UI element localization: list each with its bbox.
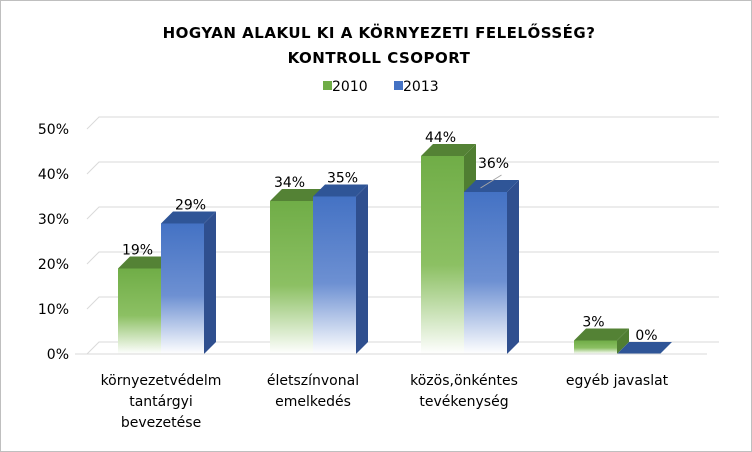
data-label-2010-2: 44% xyxy=(425,130,456,146)
category-label-0: környezetvédelm tantárgyi bevezetése xyxy=(101,373,222,431)
data-label-2013-2: 36% xyxy=(478,156,509,172)
legend: 2010 2013 xyxy=(323,79,439,95)
bar-2013-0 xyxy=(161,211,216,354)
bar-front xyxy=(464,192,507,354)
bar-front xyxy=(270,201,313,354)
x-axis: környezetvédelm tantárgyi bevezetése életsz… xyxy=(75,353,707,431)
legend-label-2013: 2013 xyxy=(403,79,439,95)
y-tick-label: 50% xyxy=(38,122,69,138)
bar-top xyxy=(617,342,672,354)
bar-side xyxy=(507,180,519,354)
bars xyxy=(118,144,672,354)
bar-side xyxy=(356,184,368,354)
legend-label-2010: 2010 xyxy=(332,79,368,95)
data-label-2013-0: 29% xyxy=(175,198,206,214)
data-label-2013-1: 35% xyxy=(327,171,358,187)
bar-2013-1 xyxy=(313,184,368,354)
y-tick-label: 0% xyxy=(47,347,69,363)
y-tick-label: 40% xyxy=(38,167,69,183)
bar-side xyxy=(204,211,216,354)
bar-front xyxy=(118,268,161,354)
data-label-2010-1: 34% xyxy=(274,175,305,191)
bar-2010-3 xyxy=(574,328,629,354)
bar-front xyxy=(161,223,204,354)
category-label-3: egyéb javaslat xyxy=(566,373,669,389)
bar-2013-2 xyxy=(464,180,519,354)
bar-2013-3 xyxy=(617,342,672,354)
category-label-2: közös,önkéntes tevékenység xyxy=(410,373,518,410)
leader-line xyxy=(480,174,502,189)
category-label-1: életszínvonal emelkedés xyxy=(267,373,359,410)
bar-top xyxy=(574,328,629,341)
legend-swatch-2013 xyxy=(394,81,403,90)
data-label-2010-0: 19% xyxy=(122,243,153,259)
bar-front xyxy=(421,156,464,354)
data-labels: 19% 29% 34% 35% 44% 36% 3% 0% xyxy=(122,130,658,344)
bar-top xyxy=(161,211,216,224)
gridline xyxy=(86,161,719,175)
data-label-2010-3: 3% xyxy=(582,315,604,331)
bar-top xyxy=(464,180,519,192)
y-tick-label: 10% xyxy=(38,302,69,318)
y-tick-label: 20% xyxy=(38,257,69,273)
chart-title-line-2: KONTROLL CSOPORT xyxy=(288,49,471,67)
y-tick-label: 30% xyxy=(38,212,69,228)
chart-title-line-1: HOGYAN ALAKUL KI A KÖRNYEZETI FELELŐSSÉG… xyxy=(163,22,596,42)
bar-top xyxy=(118,256,173,269)
bar-top xyxy=(313,184,368,197)
data-label-2013-3: 0% xyxy=(635,328,657,344)
bar-front xyxy=(574,340,617,354)
chart-title: HOGYAN ALAKUL KI A KÖRNYEZETI FELELŐSSÉG… xyxy=(163,22,596,67)
bar-top xyxy=(270,189,325,201)
gridline xyxy=(86,116,719,130)
bar-side xyxy=(617,328,629,354)
bar-top xyxy=(421,144,476,156)
legend-swatch-2010 xyxy=(323,81,332,90)
y-axis: 0% 10% 20% 30% 40% 50% xyxy=(38,122,69,363)
bar-front xyxy=(313,196,356,354)
